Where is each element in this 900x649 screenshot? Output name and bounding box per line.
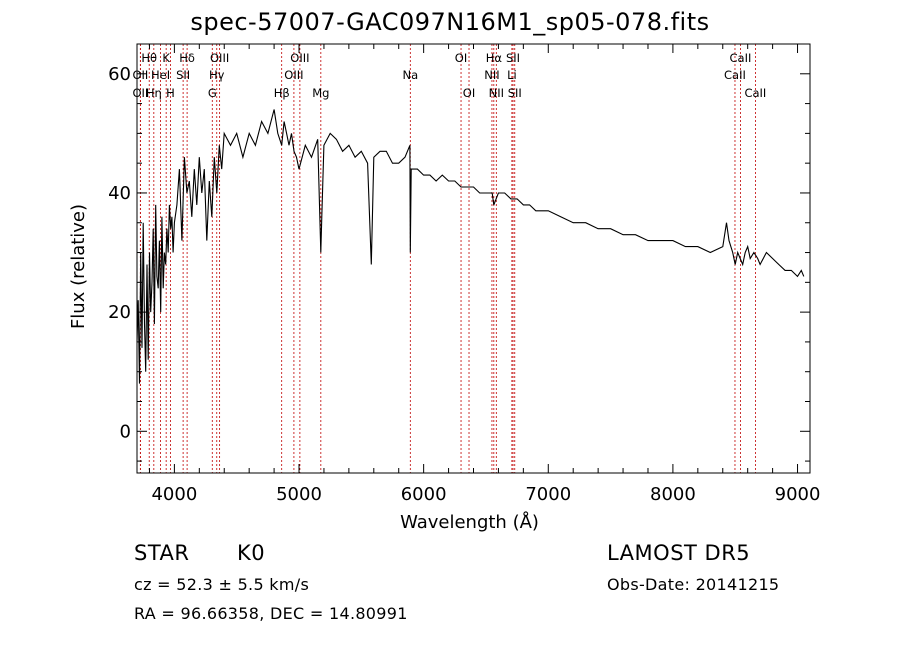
object-subclass: K0 [237, 541, 266, 565]
line-label-12: Hγ [209, 68, 225, 82]
line-label-5: OI [455, 51, 467, 65]
observation-date: Obs-Date: 20141215 [607, 575, 780, 594]
line-label-16: Li [507, 68, 517, 82]
x-tick-label-2: 6000 [401, 484, 447, 505]
line-label-11: SII [176, 68, 190, 82]
line-label-17: CaII [724, 68, 746, 82]
x-axis-label: Wavelength (Å) [400, 511, 539, 533]
line-label-0: Hθ [141, 51, 157, 65]
x-tick-label-5: 9000 [775, 484, 821, 505]
line-label-23: Mg [312, 86, 329, 100]
line-label-9: OII [132, 68, 148, 82]
line-label-26: SII [508, 86, 522, 100]
survey-name: LAMOST DR5 [607, 541, 751, 565]
line-label-20: H [166, 86, 175, 100]
line-label-18: OII [132, 86, 148, 100]
x-tick-label-3: 7000 [525, 484, 571, 505]
coordinates: RA = 96.66358, DEC = 14.80991 [134, 604, 408, 623]
line-label-14: Na [402, 68, 418, 82]
spectral-line-markers [139, 44, 756, 473]
line-label-10: HeI [151, 68, 170, 82]
line-label-7: SII [506, 51, 520, 65]
line-label-24: OI [463, 86, 475, 100]
line-label-27: CaII [744, 86, 766, 100]
line-label-3: OIII [210, 51, 229, 65]
line-label-21: G [208, 86, 217, 100]
plot-frame [136, 43, 811, 474]
line-label-8: CaII [730, 51, 752, 65]
line-label-1: K [162, 51, 170, 65]
spectrum-line [136, 109, 805, 384]
object-class: STAR [134, 541, 190, 565]
redshift-velocity: cz = 52.3 ± 5.5 km/s [134, 575, 310, 594]
x-tick-label-4: 8000 [650, 484, 696, 505]
line-label-4: OIII [290, 51, 309, 65]
chart-title: spec-57007-GAC097N16M1_sp05-078.fits [190, 8, 710, 36]
y-tick-label-2: 40 [108, 183, 131, 204]
y-tick-label-3: 60 [108, 64, 131, 85]
x-tick-label-0: 4000 [151, 484, 197, 505]
line-label-25: NII [489, 86, 504, 100]
x-tick-label-1: 5000 [276, 484, 322, 505]
y-axis-label: Flux (relative) [68, 204, 89, 329]
y-tick-label-1: 20 [108, 302, 131, 323]
y-tick-label-0: 0 [120, 421, 131, 442]
line-label-6: Hα [486, 51, 503, 65]
line-label-22: Hβ [274, 86, 290, 100]
axis-ticks: 4000 5000 6000 7000 8000 9000 0 20 40 60 [108, 43, 821, 505]
line-label-13: OIII [284, 68, 303, 82]
line-label-15: NII [484, 68, 499, 82]
line-label-19: Hη [146, 86, 162, 100]
line-label-2: Hδ [179, 51, 195, 65]
